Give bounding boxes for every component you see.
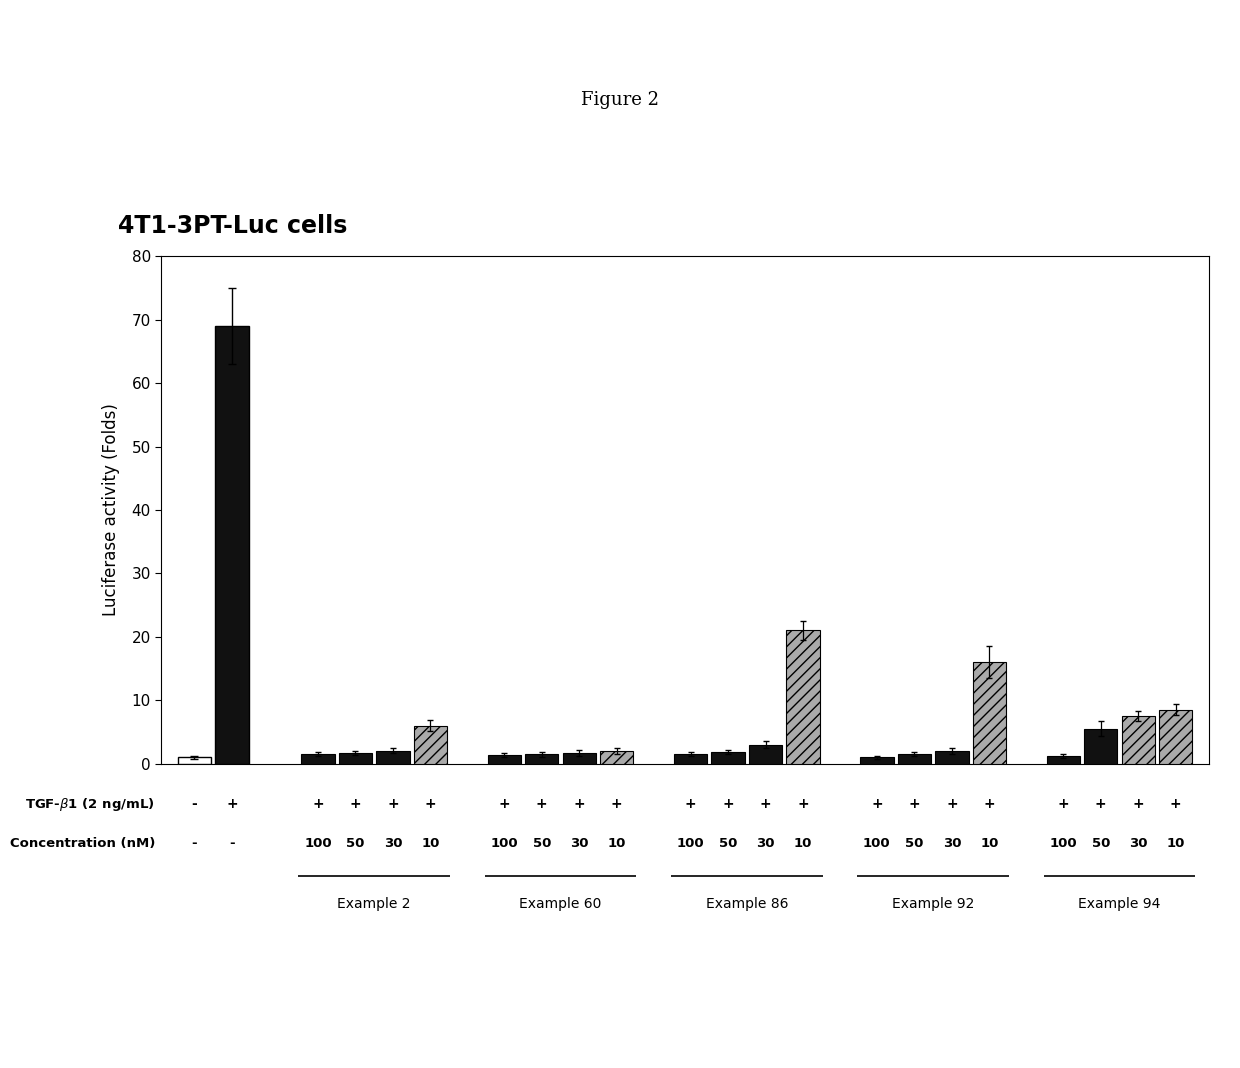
Text: Example 92: Example 92 [892, 897, 975, 911]
Text: Figure 2: Figure 2 [582, 91, 658, 109]
Bar [563, 753, 596, 764]
Text: +: + [1169, 797, 1182, 812]
Text: 50: 50 [1091, 837, 1110, 850]
Text: 50: 50 [346, 837, 365, 850]
Bar [935, 751, 968, 764]
Text: +: + [312, 797, 324, 812]
Bar [376, 751, 409, 764]
Bar [339, 753, 372, 764]
Bar [673, 754, 707, 764]
Bar [861, 757, 894, 764]
Text: +: + [611, 797, 622, 812]
Text: 30: 30 [756, 837, 775, 850]
Text: +: + [387, 797, 399, 812]
Bar [972, 662, 1006, 764]
Text: +: + [722, 797, 734, 812]
Bar [898, 754, 931, 764]
Text: +: + [909, 797, 920, 812]
Text: 30: 30 [942, 837, 961, 850]
Bar [216, 326, 248, 764]
Text: -: - [192, 837, 197, 850]
Text: 10: 10 [422, 837, 440, 850]
Text: 4T1-3PT-Luc cells: 4T1-3PT-Luc cells [118, 214, 347, 237]
Text: 50: 50 [719, 837, 738, 850]
Text: 50: 50 [532, 837, 551, 850]
Bar [1084, 728, 1117, 764]
Text: TGF-$\beta$1 (2 ng/mL): TGF-$\beta$1 (2 ng/mL) [25, 796, 155, 813]
Text: -: - [192, 797, 197, 812]
Text: 100: 100 [490, 837, 518, 850]
Text: +: + [573, 797, 585, 812]
Text: 10: 10 [1167, 837, 1185, 850]
Text: 10: 10 [608, 837, 626, 850]
Text: 100: 100 [677, 837, 704, 850]
Bar [712, 752, 745, 764]
Text: 10: 10 [794, 837, 812, 850]
Text: +: + [797, 797, 808, 812]
Text: 30: 30 [570, 837, 589, 850]
Text: +: + [870, 797, 883, 812]
Text: +: + [350, 797, 361, 812]
Text: +: + [946, 797, 957, 812]
Bar [301, 754, 335, 764]
Bar [1159, 710, 1193, 764]
Text: +: + [226, 797, 238, 812]
Text: 10: 10 [980, 837, 998, 850]
Bar [525, 754, 558, 764]
Text: Concentration (nM): Concentration (nM) [10, 837, 155, 850]
Text: +: + [498, 797, 510, 812]
Y-axis label: Luciferase activity (Folds): Luciferase activity (Folds) [102, 404, 120, 616]
Text: -: - [229, 837, 234, 850]
Text: +: + [536, 797, 548, 812]
Bar [487, 755, 521, 764]
Text: Example 2: Example 2 [337, 897, 410, 911]
Bar [177, 757, 211, 764]
Bar [414, 725, 448, 764]
Text: +: + [1095, 797, 1106, 812]
Text: +: + [983, 797, 996, 812]
Text: +: + [1132, 797, 1145, 812]
Bar [1047, 756, 1080, 764]
Text: +: + [760, 797, 771, 812]
Text: 50: 50 [905, 837, 924, 850]
Bar [749, 744, 782, 764]
Text: +: + [684, 797, 697, 812]
Text: 30: 30 [1128, 837, 1147, 850]
Text: 30: 30 [383, 837, 402, 850]
Text: Example 60: Example 60 [520, 897, 601, 911]
Text: 100: 100 [1049, 837, 1078, 850]
Text: 100: 100 [863, 837, 890, 850]
Text: Example 94: Example 94 [1079, 897, 1161, 911]
Text: +: + [1058, 797, 1069, 812]
Text: 100: 100 [304, 837, 331, 850]
Text: Example 86: Example 86 [706, 897, 789, 911]
Bar [1122, 716, 1154, 764]
Bar [600, 751, 634, 764]
Bar [786, 630, 820, 764]
Text: +: + [424, 797, 436, 812]
